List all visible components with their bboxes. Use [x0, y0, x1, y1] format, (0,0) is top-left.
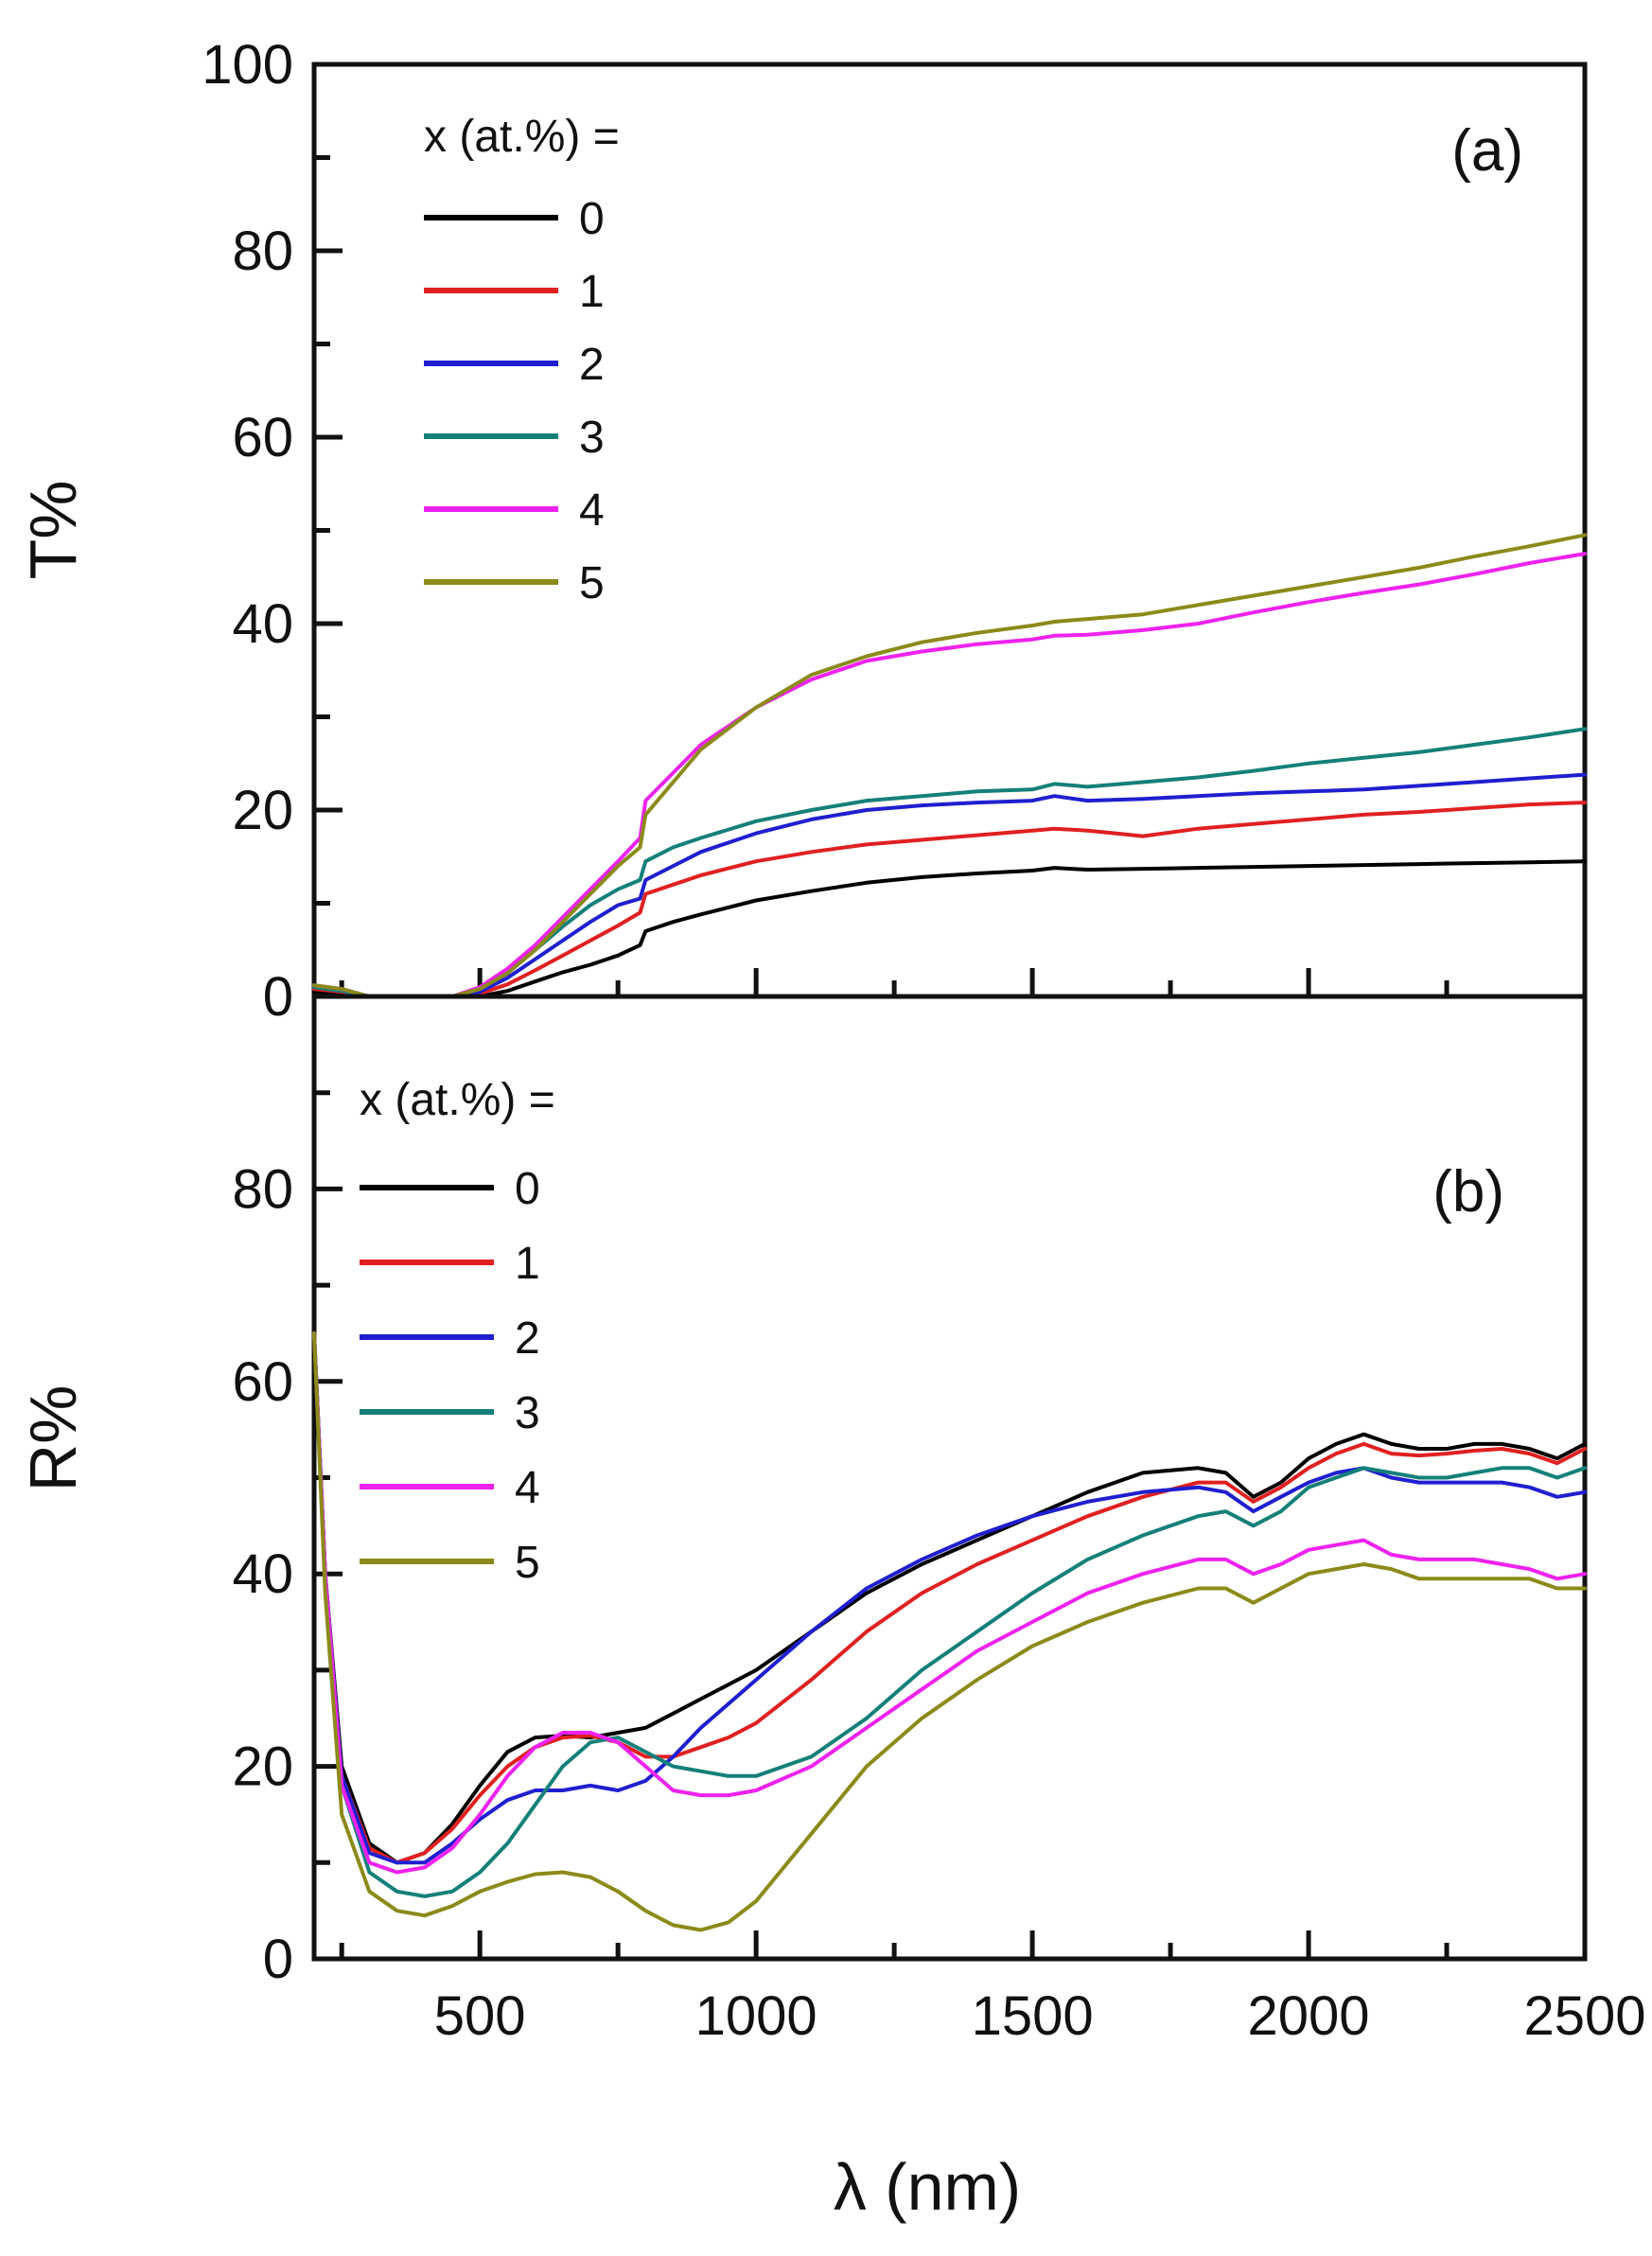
panel-a-ylabel: T% — [16, 481, 90, 580]
panel-b-legend-label-2: 2 — [515, 1313, 540, 1364]
panel-b-series-4 — [312, 1331, 1587, 1875]
panel-b-lines — [312, 1331, 1587, 1932]
panel-a-series-4 — [312, 552, 1587, 998]
panel-a-legend-label-4: 4 — [579, 485, 605, 536]
panel-b-xtick-label: 1500 — [972, 1985, 1094, 2047]
panel-b-ytick-label: 60 — [232, 1351, 293, 1413]
panel-a-legend-label-2: 2 — [579, 340, 605, 390]
panel-b-ytick-label: 40 — [232, 1543, 293, 1605]
panel-b-xtick-label: 500 — [434, 1985, 526, 2047]
panel-b-series-2 — [312, 1331, 1587, 1865]
panel-a-legend-label-3: 3 — [579, 413, 605, 463]
panel-a: 0 20 40 60 80 100 T% (a) x (at.%) = 0 1 2 3 4 5 — [16, 34, 1588, 1028]
panel-a-ytick-label: 100 — [202, 34, 293, 96]
panel-a-legend-label-5: 5 — [579, 558, 605, 608]
panel-b-ylabel: R% — [16, 1385, 90, 1492]
panel-a-series-1 — [312, 801, 1587, 998]
panel-a-ytick-label: 40 — [232, 593, 293, 655]
panel-a-ytick-label: 60 — [232, 407, 293, 468]
panel-a-ytick-label: 20 — [232, 780, 293, 841]
panel-b-ytick-label: 0 — [263, 1929, 293, 1990]
panel-b-series-1 — [312, 1331, 1587, 1865]
panel-b-legend-label-1: 1 — [515, 1239, 540, 1289]
panel-b-legend-label-3: 3 — [515, 1388, 540, 1438]
x-axis-title: λ (nm) — [834, 2150, 1021, 2224]
panel-b-ytick-label: 20 — [232, 1736, 293, 1798]
panel-b-series-0 — [312, 1331, 1587, 1865]
panel-a-legend-label-0: 0 — [579, 194, 605, 244]
panel-a-legend-title: x (at.%) = — [424, 112, 620, 162]
panel-a-series-2 — [312, 772, 1587, 998]
panel-b-ytick-label: 80 — [232, 1158, 293, 1220]
panel-a-ytick-label: 0 — [263, 966, 293, 1028]
panel-b-label: (b) — [1432, 1159, 1504, 1225]
panel-b-series-3 — [312, 1331, 1587, 1898]
panel-a-series-5 — [312, 533, 1587, 998]
panel-b-series-5 — [312, 1331, 1587, 1932]
panel-b-legend: x (at.%) = 0 1 2 3 4 5 — [360, 1075, 555, 1588]
panel-b-xtick-label: 2500 — [1523, 1985, 1645, 2047]
panel-b-legend-label-5: 5 — [515, 1538, 540, 1588]
panel-a-legend: x (at.%) = 0 1 2 3 4 5 — [424, 112, 620, 608]
panel-a-frame — [311, 62, 1588, 999]
panel-b-xtick-label: 2000 — [1248, 1985, 1370, 2047]
panel-b-legend-label-0: 0 — [515, 1164, 540, 1214]
panel-a-lines — [312, 533, 1587, 998]
panel-a-legend-label-1: 1 — [579, 267, 605, 317]
panel-b-legend-title: x (at.%) = — [360, 1075, 555, 1125]
panel-b-legend-label-4: 4 — [515, 1463, 540, 1513]
panel-a-ytick-label: 80 — [232, 220, 293, 282]
panel-b-xtick-label: 1000 — [695, 1985, 817, 2047]
panel-a-label: (a) — [1451, 118, 1523, 184]
